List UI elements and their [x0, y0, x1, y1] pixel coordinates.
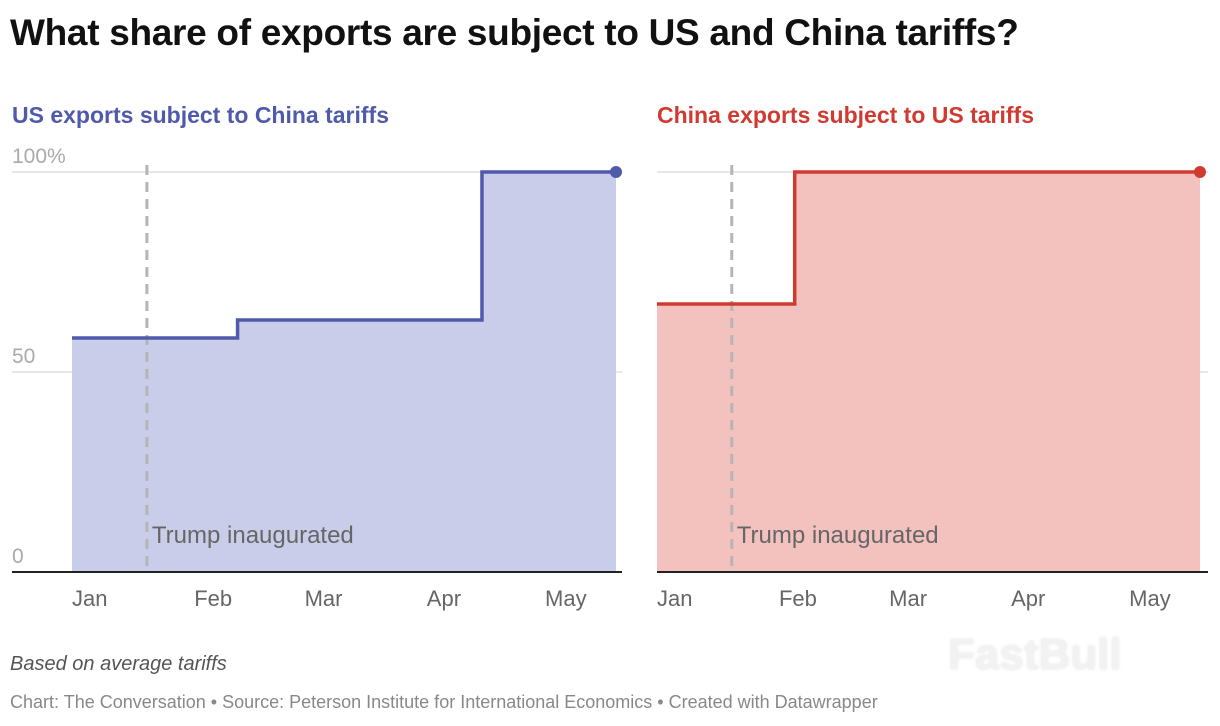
x-tick-label: Feb: [779, 586, 817, 611]
x-tick-label: Mar: [305, 586, 343, 611]
y-tick-label: 0: [12, 545, 24, 568]
chart-title: What share of exports are subject to US …: [10, 12, 1019, 53]
area-fill: [657, 172, 1200, 572]
x-tick-label: Mar: [889, 586, 927, 611]
series-line: [72, 170, 616, 340]
x-tick-label: Apr: [1011, 586, 1045, 611]
series-line: [657, 170, 1200, 306]
left-chart-title: US exports subject to China tariffs: [12, 102, 390, 128]
chart-note: Based on average tariffs: [10, 653, 227, 675]
annotation-label: Trump inaugurated: [152, 522, 354, 549]
x-tick-label: Jan: [72, 586, 107, 611]
end-point: [610, 166, 622, 178]
area-fill: [72, 172, 616, 572]
watermark-logo: FastBull: [948, 630, 1122, 679]
x-tick-label: Jan: [657, 586, 692, 611]
x-tick-label: Feb: [194, 586, 232, 611]
y-tick-label: 50: [12, 345, 35, 368]
y-tick-label: 100%: [12, 145, 66, 168]
right-chart-title: China exports subject to US tariffs: [657, 102, 1035, 128]
end-point: [1194, 166, 1206, 178]
annotation-label: Trump inaugurated: [737, 522, 939, 549]
chart-footer: Chart: The Conversation • Source: Peters…: [10, 692, 878, 712]
x-tick-label: May: [545, 586, 587, 611]
x-tick-label: Apr: [427, 586, 461, 611]
x-tick-label: May: [1129, 586, 1171, 611]
